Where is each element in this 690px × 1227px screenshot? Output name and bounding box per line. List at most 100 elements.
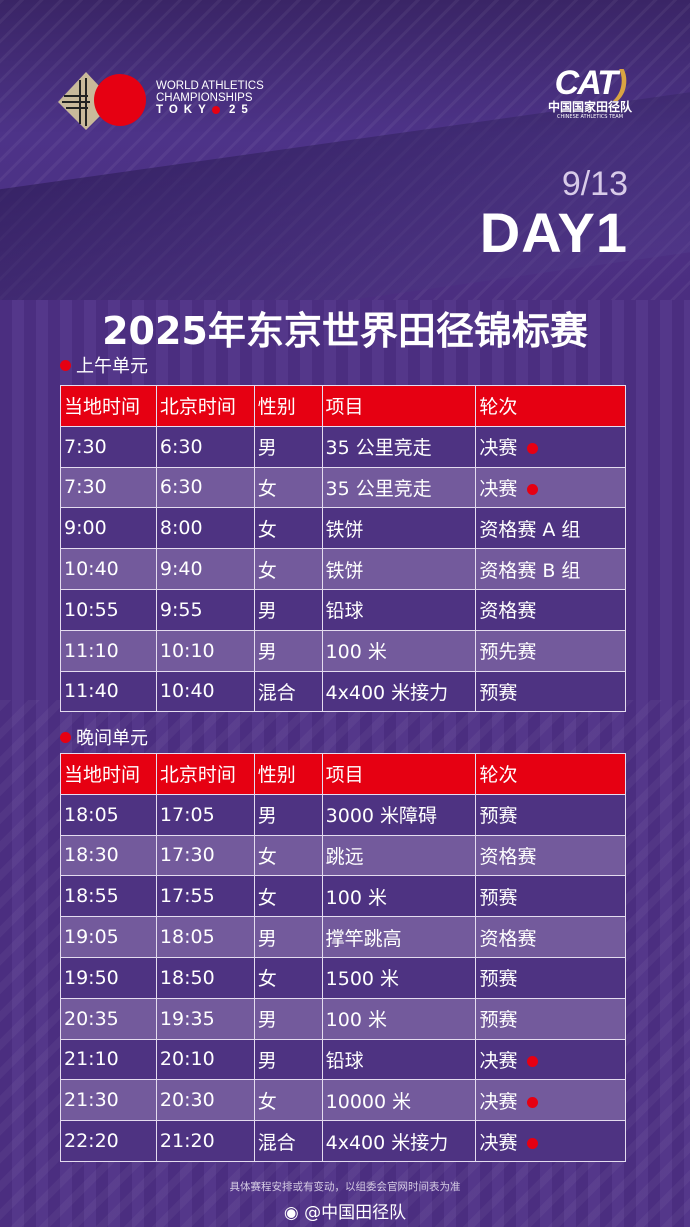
cell-local: 18:30 [60, 834, 157, 877]
logo-line: WORLD ATHLETICS [156, 80, 264, 92]
cell-gender: 混合 [253, 1120, 323, 1162]
final-dot-icon [527, 1055, 539, 1067]
cell-text: 混合 [257, 1131, 296, 1154]
cat-mark: T [597, 64, 618, 102]
cell-gender: 女 [253, 548, 323, 590]
weibo-text: @中国田径队 [304, 1203, 407, 1223]
cell-gender: 混合 [253, 670, 323, 713]
table-row: 7:30 6:30 女 35 公里竞走 决赛 [60, 466, 626, 509]
cell-text: 男 [257, 437, 277, 460]
cell-event: 35 公里竞走 [321, 425, 477, 468]
cell-beijing: 17:05 [155, 793, 255, 836]
cell-text: 资格赛 [479, 927, 537, 950]
cell-text: 3000 米障碍 [325, 805, 438, 828]
cell-round: 预赛 [475, 997, 626, 1040]
red-dot-icon [60, 731, 71, 743]
cell-local: 10:55 [60, 588, 157, 631]
cell-text: 10:40 [64, 558, 119, 581]
cell-text: 19:35 [159, 1007, 215, 1030]
cell-text: 女 [257, 968, 277, 991]
section-label: 上午单元 [60, 352, 148, 378]
cell-gender: 男 [253, 916, 323, 958]
logo-line: 25 [228, 104, 254, 116]
cell-beijing: 6:30 [155, 425, 255, 468]
column-header: 性别 [253, 385, 323, 427]
cell-text: 铅球 [325, 600, 364, 623]
cell-gender: 男 [253, 793, 323, 836]
table-row: 18:30 17:30 女 跳远 资格赛 [60, 834, 626, 877]
table-row: 10:40 9:40 女 铁饼 资格赛 B 组 [60, 548, 626, 590]
cell-local: 7:30 [60, 466, 157, 509]
cell-event: 35 公里竞走 [321, 466, 477, 509]
cell-text: 17:30 [159, 844, 215, 867]
column-header: 北京时间 [155, 753, 255, 795]
section-label: 晚间单元 [60, 724, 148, 750]
cell-text: 20:35 [64, 1007, 119, 1030]
cell-text: 21:10 [64, 1048, 119, 1071]
cell-text: 预赛 [479, 681, 518, 704]
cell-beijing: 21:20 [155, 1120, 255, 1162]
cell-text: 预先赛 [479, 641, 537, 664]
table-row: 18:55 17:55 女 100 米 预赛 [60, 875, 626, 918]
cell-text: 男 [257, 927, 277, 950]
cell-text: 预赛 [479, 1009, 518, 1032]
cell-event: 100 米 [321, 997, 477, 1040]
cell-text: 10:40 [159, 680, 215, 703]
cell-text: 18:50 [159, 966, 215, 989]
section-title: 晚间单元 [76, 728, 148, 749]
cell-text: 女 [257, 886, 277, 909]
cell-text: 17:05 [159, 803, 215, 826]
cell-text: 撑竿跳高 [325, 927, 402, 950]
table-row: 21:30 20:30 女 10000 米 决赛 [60, 1079, 626, 1122]
world-athletics-logo [58, 72, 146, 130]
table-row: 9:00 8:00 女 铁饼 资格赛 A 组 [60, 507, 626, 550]
cell-text: 预赛 [479, 886, 518, 909]
cell-round: 决赛 [475, 425, 626, 468]
cell-round: 决赛 [475, 1079, 626, 1122]
team-name-en: CHINESE ATHLETICS TEAM [556, 114, 624, 120]
cell-gender: 男 [253, 1038, 323, 1081]
cell-text: 17:55 [159, 885, 215, 908]
cell-beijing: 10:40 [155, 670, 255, 713]
cell-event: 4x400 米接力 [321, 1120, 477, 1162]
cell-text: 女 [257, 518, 277, 541]
cell-text: 铅球 [325, 1049, 364, 1072]
cell-text: 8:00 [159, 517, 203, 540]
cell-text: 18:55 [64, 885, 119, 908]
cell-text: 决赛 [479, 1131, 518, 1154]
cell-text: 7:30 [64, 435, 107, 458]
cell-round: 资格赛 [475, 588, 626, 631]
cell-local: 18:55 [60, 875, 157, 918]
cell-round: 决赛 [475, 466, 626, 509]
cell-text: 9:00 [64, 517, 107, 540]
weibo-icon: ◉ [283, 1203, 299, 1223]
column-header: 项目 [321, 753, 477, 795]
cell-beijing: 19:35 [155, 997, 255, 1040]
cell-round: 资格赛 B 组 [475, 548, 626, 590]
cell-text: 女 [257, 477, 277, 500]
cell-text: 男 [257, 1009, 277, 1032]
cell-gender: 女 [253, 1079, 323, 1122]
cell-text: 6:30 [159, 435, 203, 458]
footer-note: 具体赛程安排或有变动，以组委会官网时间表为准 [229, 1181, 461, 1193]
cell-beijing: 20:10 [155, 1038, 255, 1081]
cell-event: 撑竿跳高 [321, 916, 477, 958]
table-row: 19:50 18:50 女 1500 米 预赛 [60, 956, 626, 999]
date: 9/13 [561, 165, 628, 203]
column-header: 北京时间 [155, 385, 255, 427]
cat-logo: CAT) 中国国家田径队 CHINESE ATHLETICS TEAM [545, 66, 635, 121]
cell-local: 21:30 [60, 1079, 157, 1122]
cell-local: 21:10 [60, 1038, 157, 1081]
cell-text: 4x400 米接力 [325, 1131, 449, 1154]
cell-text: 女 [257, 845, 277, 868]
column-header: 性别 [253, 753, 323, 795]
cell-text: 男 [257, 805, 277, 828]
section-title: 上午单元 [76, 356, 148, 377]
cell-text: 21:20 [159, 1130, 215, 1153]
table-row: 7:30 6:30 男 35 公里竞走 决赛 [60, 425, 626, 468]
cell-event: 铁饼 [321, 548, 477, 590]
cell-event: 100 米 [321, 629, 477, 672]
cell-round: 资格赛 [475, 916, 626, 958]
cell-beijing: 17:30 [155, 834, 255, 877]
day-label: DAY1 [479, 201, 628, 264]
